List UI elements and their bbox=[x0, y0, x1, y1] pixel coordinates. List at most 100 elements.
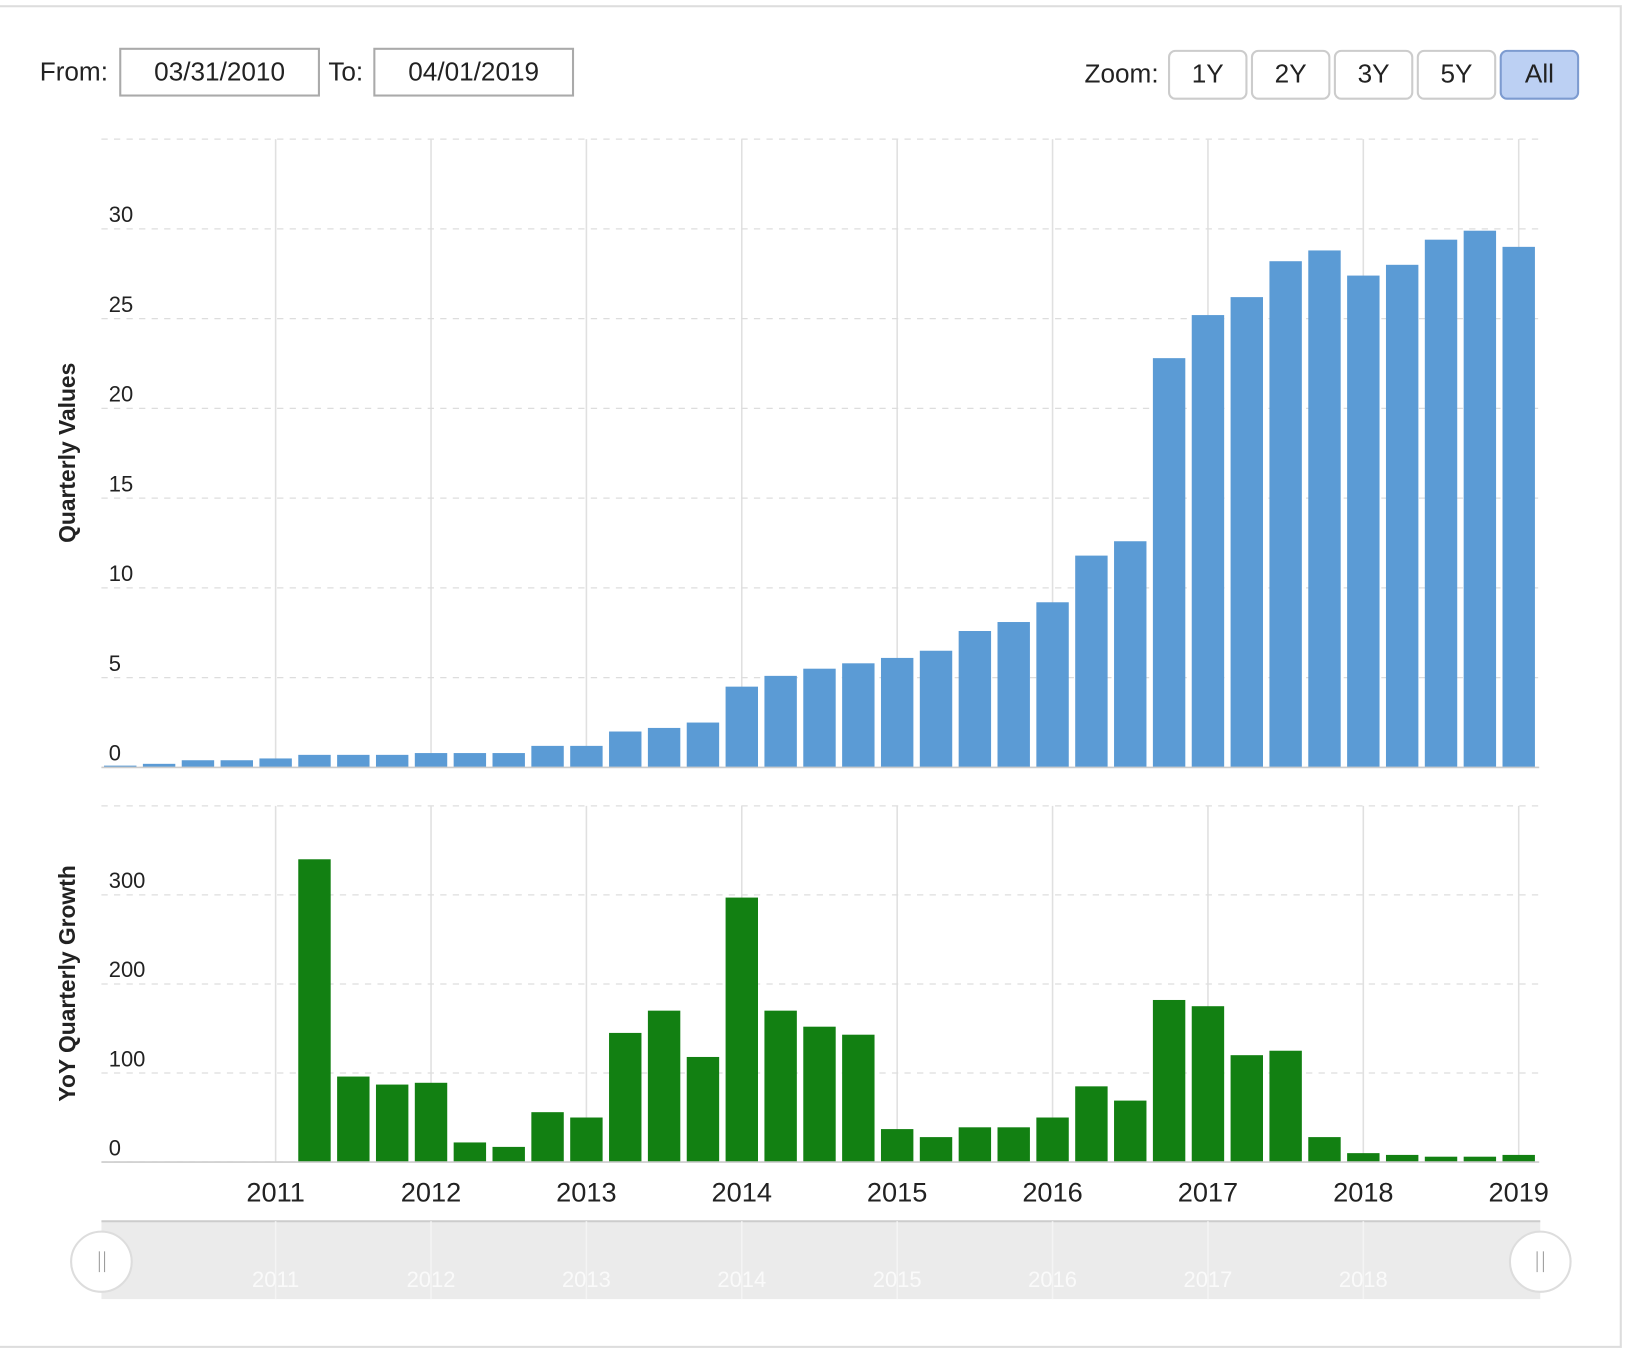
bar bbox=[1191, 315, 1225, 768]
bar bbox=[181, 760, 215, 768]
navigator-label: 2017 bbox=[1184, 1267, 1233, 1292]
bar bbox=[764, 675, 797, 768]
to-value[interactable]: 04/01/2019 bbox=[408, 57, 539, 87]
x-tick-label: 2011 bbox=[246, 1176, 304, 1207]
bar bbox=[1191, 1006, 1225, 1163]
zoom-button[interactable] bbox=[1416, 49, 1497, 100]
bar bbox=[686, 722, 720, 768]
bar bbox=[997, 622, 1030, 768]
y-tick-label: 30 bbox=[109, 202, 133, 227]
bar bbox=[958, 1127, 992, 1163]
y-axis-title: YoY Quarterly Growth bbox=[54, 865, 80, 1101]
to-input[interactable] bbox=[373, 47, 575, 97]
bar bbox=[842, 1034, 875, 1163]
zoom-button-label[interactable]: All bbox=[1525, 59, 1554, 89]
y-tick-label: 300 bbox=[109, 868, 146, 893]
zoom-button[interactable] bbox=[1499, 49, 1580, 100]
y-tick-label: 25 bbox=[109, 292, 133, 317]
x-tick-label: 2019 bbox=[1488, 1176, 1548, 1207]
bar bbox=[803, 1026, 836, 1163]
bar bbox=[1308, 1137, 1341, 1163]
bar bbox=[531, 745, 564, 768]
navigator-label: 2014 bbox=[717, 1267, 766, 1292]
from-input[interactable] bbox=[119, 47, 320, 97]
bar bbox=[1424, 1156, 1458, 1163]
x-tick-label: 2012 bbox=[401, 1176, 461, 1207]
zoom-button[interactable] bbox=[1250, 49, 1331, 100]
to-label: To: bbox=[328, 57, 363, 87]
navigator-label: 2018 bbox=[1339, 1267, 1388, 1292]
y-tick-label: 15 bbox=[109, 472, 133, 497]
bar bbox=[880, 657, 914, 768]
bar bbox=[609, 731, 642, 768]
bar bbox=[1385, 1154, 1419, 1163]
bar bbox=[259, 758, 292, 768]
bar bbox=[1502, 1154, 1535, 1163]
zoom-button-label[interactable]: 2Y bbox=[1275, 59, 1307, 89]
x-tick-label: 2016 bbox=[1022, 1176, 1082, 1207]
navigator-handle[interactable] bbox=[70, 1230, 1572, 1293]
bar bbox=[997, 1127, 1030, 1163]
x-tick-label: 2014 bbox=[712, 1176, 772, 1207]
bar bbox=[1502, 246, 1535, 768]
bar bbox=[337, 754, 370, 768]
bar bbox=[919, 650, 953, 768]
bar bbox=[453, 753, 487, 768]
zoom-button[interactable] bbox=[1333, 49, 1414, 100]
zoom-button-label[interactable]: 3Y bbox=[1358, 59, 1390, 89]
y-tick-label: 100 bbox=[109, 1046, 146, 1071]
bar bbox=[1152, 999, 1186, 1163]
bar bbox=[220, 760, 253, 768]
y-tick-label: 0 bbox=[109, 1135, 121, 1160]
bar bbox=[414, 1082, 448, 1163]
bar bbox=[453, 1142, 487, 1163]
bar bbox=[842, 663, 875, 768]
bar bbox=[880, 1129, 914, 1163]
bar bbox=[958, 630, 992, 768]
y-tick-label: 10 bbox=[109, 561, 133, 586]
handle-left[interactable] bbox=[70, 1230, 133, 1293]
from-label: From: bbox=[40, 57, 108, 87]
bar bbox=[1114, 541, 1147, 768]
bar bbox=[1230, 1055, 1263, 1163]
bar bbox=[375, 1084, 409, 1163]
bar bbox=[1463, 230, 1497, 768]
navigator[interactable] bbox=[101, 1221, 1541, 1300]
bar bbox=[1230, 297, 1263, 768]
bar bbox=[1347, 275, 1380, 768]
from-value[interactable]: 03/31/2010 bbox=[154, 57, 285, 87]
handle-right[interactable] bbox=[1508, 1230, 1572, 1293]
y-axis-title: Quarterly Values bbox=[54, 363, 80, 543]
bar bbox=[725, 686, 758, 768]
zoom-button-label[interactable]: 5Y bbox=[1441, 59, 1473, 89]
navigator-label: 2012 bbox=[407, 1267, 456, 1292]
bar bbox=[570, 745, 603, 768]
bar bbox=[570, 1117, 603, 1163]
x-tick-label: 2018 bbox=[1333, 1176, 1393, 1207]
bar bbox=[725, 897, 758, 1163]
bar bbox=[1269, 1050, 1302, 1163]
bar bbox=[492, 753, 525, 768]
zoom-button[interactable] bbox=[1168, 49, 1248, 100]
zoom-label: Zoom: bbox=[1085, 59, 1159, 89]
x-tick-label: 2015 bbox=[867, 1176, 927, 1207]
y-tick-label: 200 bbox=[109, 957, 146, 982]
bar bbox=[492, 1146, 525, 1163]
bar bbox=[1036, 602, 1069, 768]
bar bbox=[764, 1010, 797, 1163]
bar bbox=[919, 1137, 953, 1163]
bar bbox=[1385, 264, 1419, 768]
zoom-button-label[interactable]: 1Y bbox=[1192, 59, 1224, 89]
bar bbox=[1424, 239, 1458, 768]
bar bbox=[375, 754, 409, 768]
bar bbox=[686, 1056, 720, 1163]
navigator-label: 2015 bbox=[873, 1267, 922, 1292]
bar bbox=[298, 859, 331, 1163]
bar bbox=[104, 765, 137, 768]
bar bbox=[1269, 261, 1302, 768]
bar bbox=[1308, 250, 1341, 768]
navigator-label: 2013 bbox=[562, 1267, 611, 1292]
bar bbox=[1463, 1156, 1497, 1163]
y-tick-label: 20 bbox=[109, 382, 133, 407]
